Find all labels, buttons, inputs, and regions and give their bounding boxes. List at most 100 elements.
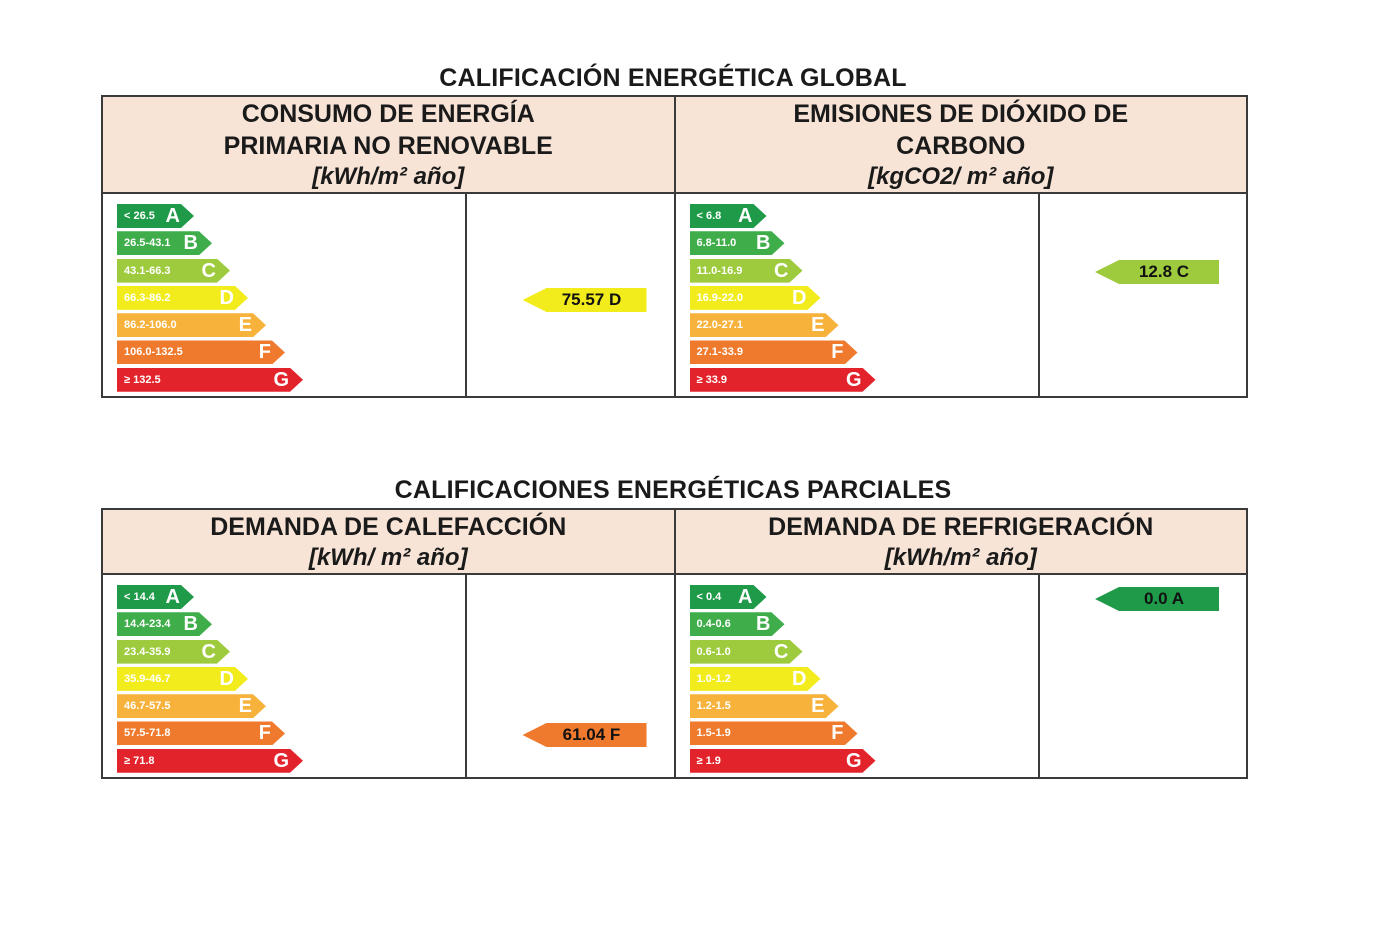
scale-bar-range: 1.2-1.5 xyxy=(696,700,731,713)
scale-bar-letter: A xyxy=(165,586,180,608)
scale-bar-a: < 0.4 A xyxy=(690,585,767,609)
scale-bar-d: 16.9-22.0 D xyxy=(690,286,821,310)
scale-bar-range: ≥ 1.9 xyxy=(696,754,721,767)
refrigeracion-scale-cell: < 0.4 A 0.4-0.6 B 0.6-1.0 C 1.0-1.2 D 1.2-1.5 E 1.… xyxy=(676,575,1040,777)
refrigeracion-value-cell: 0.0 A xyxy=(1040,575,1247,777)
scale-bar-f: 27.1-33.9 F xyxy=(690,340,858,364)
scale-bar-letter: D xyxy=(792,286,807,309)
scale-bar-range: 35.9-46.7 xyxy=(124,672,171,685)
emisiones-heading-line2: CARBONO xyxy=(896,131,1026,160)
partial-body-row: < 14.4 A 14.4-23.4 B 23.4-35.9 C 35.9-46.7 D 46.… xyxy=(103,575,1246,777)
scale-bar-range: < 0.4 xyxy=(696,591,722,603)
scale-bar-letter: G xyxy=(845,368,862,391)
scale-bar-range: 86.2-106.0 xyxy=(124,319,177,332)
emisiones-panel: < 6.8 A 6.8-11.0 B 11.0-16.9 C 16.9-22.0 D 22.0-… xyxy=(673,194,1247,396)
partial-header-row: DEMANDA DE CALEFACCIÓN [kWh/ m² año] DEM… xyxy=(103,510,1246,575)
calefaccion-heading-line1: DEMANDA DE CALEFACCIÓN xyxy=(210,512,567,541)
scale-bar-letter: F xyxy=(831,722,844,745)
scale-bar-letter: A xyxy=(738,586,753,608)
partial-table: DEMANDA DE CALEFACCIÓN [kWh/ m² año] DEM… xyxy=(101,508,1248,779)
consumo-scale: < 26.5 A 26.5-43.1 B 43.1-66.3 C 66.3-86.2 D 86.… xyxy=(117,204,303,395)
scale-bar-b: 6.8-11.0 B xyxy=(690,231,785,255)
scale-bar-f: 57.5-71.8 F xyxy=(117,721,285,745)
global-title: CALIFICACIÓN ENERGÉTICA GLOBAL xyxy=(439,64,907,92)
emisiones-scale-cell: < 6.8 A 6.8-11.0 B 11.0-16.9 C 16.9-22.0 D 22.0-… xyxy=(676,194,1040,396)
scale-bar-letter: G xyxy=(273,749,289,772)
scale-bar-f: 1.5-1.9 F xyxy=(690,721,858,745)
scale-bar-range: < 14.4 xyxy=(124,591,155,603)
emisiones-heading-line1: EMISIONES DE DIÓXIDO DE xyxy=(793,99,1129,128)
emisiones-unit: [kgCO2/ m² año] xyxy=(868,162,1054,190)
scale-bar-d: 66.3-86.2 D xyxy=(117,286,248,310)
global-body-row: < 26.5 A 26.5-43.1 B 43.1-66.3 C 66.3-86.2 D 86.… xyxy=(103,194,1246,396)
scale-bar-range: 14.4-23.4 xyxy=(124,618,171,631)
scale-bar-range: 0.6-1.0 xyxy=(696,645,731,658)
consumo-unit: [kWh/m² año] xyxy=(312,162,465,190)
scale-bar-letter: C xyxy=(774,259,789,282)
scale-bar-letter: F xyxy=(258,722,271,745)
calefaccion-heading: DEMANDA DE CALEFACCIÓN [kWh/ m² año] xyxy=(103,510,674,573)
scale-bar-letter: D xyxy=(219,667,234,690)
scale-bar-range: ≥ 33.9 xyxy=(696,373,728,386)
consumo-value-cell: 75.57 D xyxy=(467,194,674,396)
scale-bar-range: 11.0-16.9 xyxy=(696,264,743,277)
partial-title: CALIFICACIONES ENERGÉTICAS PARCIALES xyxy=(394,476,952,504)
scale-bar-g: ≥ 71.8 G xyxy=(117,749,303,773)
scale-bar-range: 26.5-43.1 xyxy=(124,237,171,250)
scale-bar-letter: D xyxy=(219,286,234,309)
scale-bar-f: 106.0-132.5 F xyxy=(117,340,285,364)
scale-bar-b: 26.5-43.1 B xyxy=(117,231,212,255)
scale-bar-e: 1.2-1.5 E xyxy=(690,694,839,718)
refrigeracion-heading: DEMANDA DE REFRIGERACIÓN [kWh/m² año] xyxy=(673,510,1247,573)
scale-bar-range: < 6.8 xyxy=(696,210,722,222)
scale-bar-c: 43.1-66.3 C xyxy=(117,259,230,283)
refrigeracion-panel: < 0.4 A 0.4-0.6 B 0.6-1.0 C 1.0-1.2 D 1.2-1.5 E 1.… xyxy=(673,575,1247,777)
scale-bar-range: 106.0-132.5 xyxy=(124,346,183,359)
scale-bar-range: 57.5-71.8 xyxy=(124,727,171,740)
consumo-heading-line2: PRIMARIA NO RENOVABLE xyxy=(223,131,553,160)
calefaccion-panel: < 14.4 A 14.4-23.4 B 23.4-35.9 C 35.9-46.7 D 46.… xyxy=(103,575,674,777)
scale-bar-range: 43.1-66.3 xyxy=(124,264,171,277)
scale-bar-letter: B xyxy=(756,613,771,636)
scale-bar-a: < 14.4 A xyxy=(117,585,194,609)
global-table: CONSUMO DE ENERGÍA PRIMARIA NO RENOVABLE… xyxy=(101,95,1248,398)
emisiones-scale: < 6.8 A 6.8-11.0 B 11.0-16.9 C 16.9-22.0 D 22.0-… xyxy=(690,204,876,395)
scale-bar-g: ≥ 1.9 G xyxy=(690,749,876,773)
scale-bar-range: 1.0-1.2 xyxy=(696,672,731,685)
consumo-rating-indicator: 75.57 D xyxy=(522,288,647,312)
scale-bar-c: 0.6-1.0 C xyxy=(690,640,803,664)
refrigeracion-heading-line1: DEMANDA DE REFRIGERACIÓN xyxy=(768,512,1154,541)
calefaccion-unit: [kWh/ m² año] xyxy=(308,543,468,571)
scale-bar-range: 23.4-35.9 xyxy=(124,645,171,658)
scale-bar-g: ≥ 33.9 G xyxy=(690,368,876,392)
consumo-scale-cell: < 26.5 A 26.5-43.1 B 43.1-66.3 C 66.3-86.2 D 86.… xyxy=(103,194,467,396)
scale-bar-letter: G xyxy=(845,749,862,772)
scale-bar-letter: B xyxy=(756,232,771,255)
consumo-heading-line1: CONSUMO DE ENERGÍA xyxy=(241,99,535,128)
scale-bar-c: 11.0-16.9 C xyxy=(690,259,803,283)
scale-bar-letter: D xyxy=(792,667,807,690)
calefaccion-scale-cell: < 14.4 A 14.4-23.4 B 23.4-35.9 C 35.9-46.7 D 46.… xyxy=(103,575,467,777)
scale-bar-range: 66.3-86.2 xyxy=(124,291,171,304)
scale-bar-e: 22.0-27.1 E xyxy=(690,313,839,337)
scale-bar-letter: A xyxy=(165,205,180,227)
scale-bar-range: 0.4-0.6 xyxy=(696,618,731,631)
calefaccion-rating-indicator: 61.04 F xyxy=(522,723,647,747)
scale-bar-letter: G xyxy=(273,368,289,391)
scale-bar-a: < 6.8 A xyxy=(690,204,767,228)
scale-bar-range: < 26.5 xyxy=(124,210,155,222)
scale-bar-range: 27.1-33.9 xyxy=(696,346,743,359)
scale-bar-c: 23.4-35.9 C xyxy=(117,640,230,664)
scale-bar-letter: F xyxy=(258,341,271,364)
scale-bar-letter: C xyxy=(201,640,216,663)
consumo-heading: CONSUMO DE ENERGÍA PRIMARIA NO RENOVABLE… xyxy=(103,97,674,192)
emisiones-rating-indicator: 12.8 C xyxy=(1095,260,1219,284)
consumo-panel: < 26.5 A 26.5-43.1 B 43.1-66.3 C 66.3-86.2 D 86.… xyxy=(103,194,674,396)
emisiones-value-cell: 12.8 C xyxy=(1040,194,1247,396)
refrigeracion-unit: [kWh/m² año] xyxy=(884,543,1037,571)
scale-bar-letter: E xyxy=(238,314,252,337)
scale-bar-range: 22.0-27.1 xyxy=(696,319,743,332)
scale-bar-range: 6.8-11.0 xyxy=(696,237,737,250)
scale-bar-d: 35.9-46.7 D xyxy=(117,667,248,691)
scale-bar-b: 14.4-23.4 B xyxy=(117,612,212,636)
